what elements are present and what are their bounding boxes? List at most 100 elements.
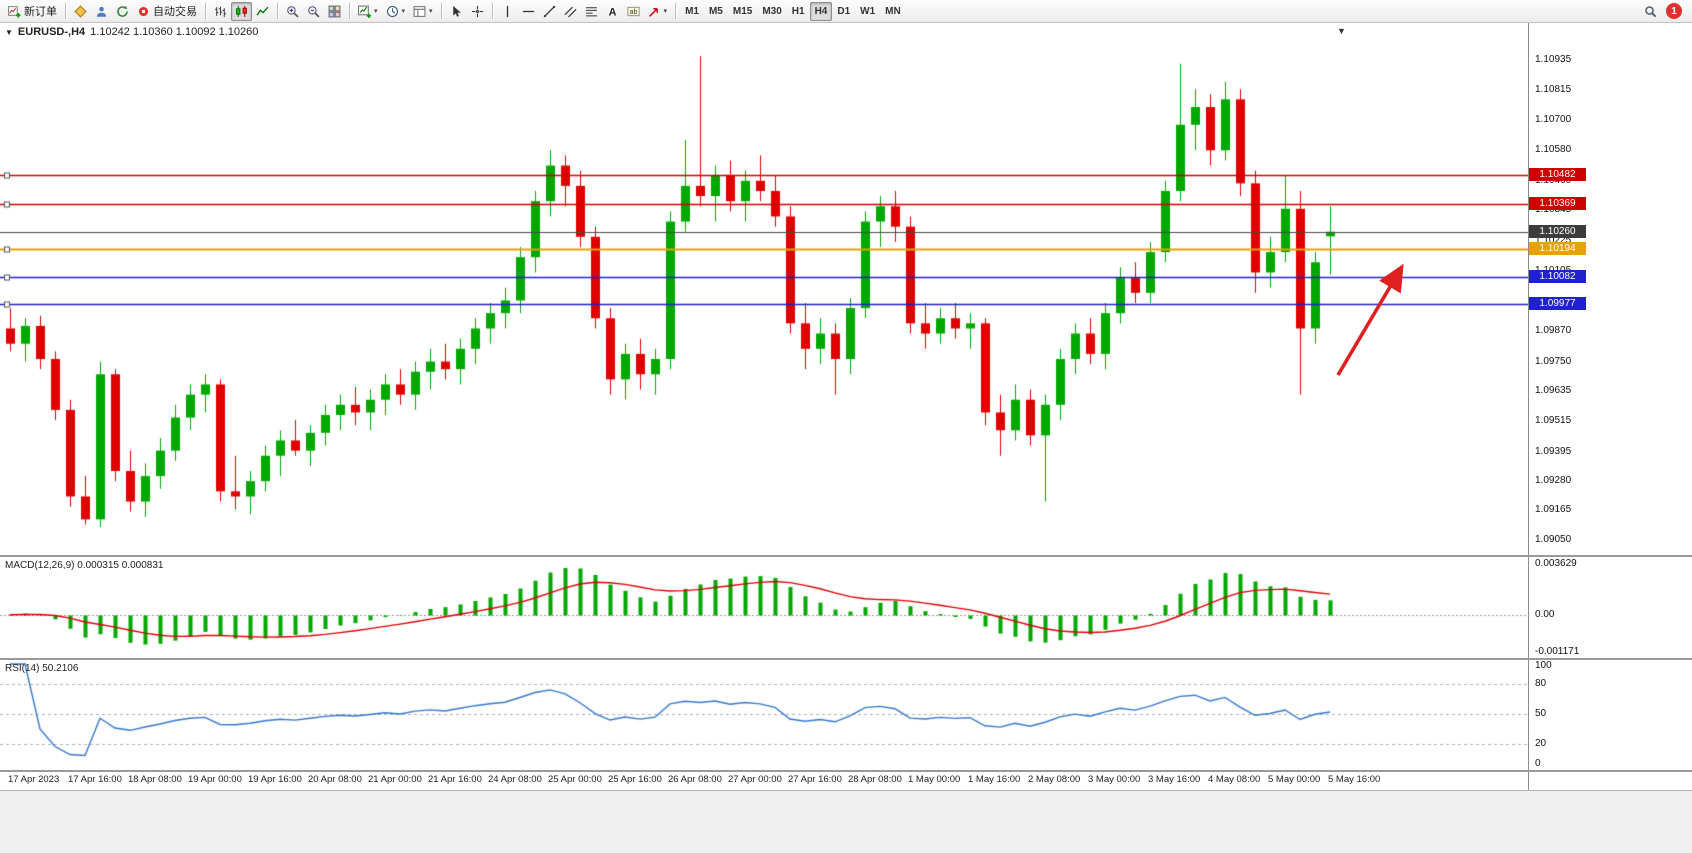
time-axis-label: 24 Apr 08:00: [488, 774, 542, 785]
time-axis-label: 1 May 00:00: [908, 774, 961, 785]
price-axis-label: 1.10225: [1535, 234, 1572, 246]
label-t-icon: ab: [626, 5, 640, 18]
macd-axis[interactable]: 0.003629 0.00 -0.001171: [1530, 557, 1690, 658]
time-axis-label: 3 May 00:00: [1088, 774, 1141, 785]
template-icon: [413, 5, 426, 18]
timeframe-m15[interactable]: M15: [732, 5, 753, 17]
crosshair-icon: [471, 5, 484, 18]
market-watch-button[interactable]: [70, 2, 91, 21]
zoom-in-button[interactable]: [282, 2, 303, 21]
time-axis-label: 19 Apr 16:00: [248, 774, 302, 785]
templates-button[interactable]: ▾: [409, 2, 437, 21]
toolbar-separator: [440, 3, 442, 19]
macd-label: MACD(12,26,9) 0.000315 0.000831: [5, 560, 164, 571]
price-axis-label: 1.09870: [1535, 325, 1572, 336]
rsi-axis-label: 80: [1535, 678, 1547, 689]
dot-red-icon: [137, 5, 150, 18]
line-chart-button[interactable]: [252, 2, 273, 21]
vertical-line-button[interactable]: [497, 2, 518, 21]
svg-text:ab: ab: [629, 8, 637, 15]
trendline-button[interactable]: [539, 2, 560, 21]
time-axis-separator: [0, 770, 1692, 772]
time-axis-label: 27 Apr 16:00: [788, 774, 842, 785]
chart-title: ▼ EURUSD-,H4 1.10242 1.10360 1.10092 1.1…: [5, 26, 258, 38]
refresh-button[interactable]: [112, 2, 133, 21]
macd-rsi-panel-separator[interactable]: [0, 658, 1692, 660]
price-axis-label: 1.10580: [1535, 144, 1572, 156]
time-axis-label: 26 Apr 08:00: [668, 774, 722, 785]
horizontal-line-button[interactable]: [518, 2, 539, 21]
equidistant-channel-button[interactable]: [560, 2, 581, 21]
fibo-icon: [585, 5, 598, 18]
macd-panel-canvas[interactable]: [0, 557, 1528, 658]
macd-axis-label: 0.00: [1535, 608, 1555, 620]
data-window-button[interactable]: [91, 2, 112, 21]
person-icon: [95, 5, 108, 18]
arrows-button[interactable]: ▾: [644, 2, 672, 21]
new-order-button[interactable]: 新订单: [4, 2, 61, 21]
price-axis-label: 1.09635: [1535, 384, 1572, 396]
cursor-icon: [450, 5, 463, 18]
new-chart-button[interactable]: ▾: [354, 2, 382, 21]
rsi-panel-canvas[interactable]: [0, 660, 1528, 770]
toolbar-separator: [349, 3, 350, 19]
toolbar-separator: [675, 3, 677, 19]
crosshair-button[interactable]: [467, 2, 488, 21]
candlestick-chart-button[interactable]: [231, 1, 252, 21]
price-badge: 1.10082: [1529, 270, 1586, 284]
clock-icon: [386, 5, 399, 18]
refresh-icon: [116, 5, 129, 18]
vline-icon: [501, 5, 514, 18]
timeframe-mn[interactable]: MN: [885, 5, 901, 17]
timeframe-h1[interactable]: H1: [791, 5, 805, 17]
cursor-button[interactable]: [446, 2, 467, 21]
rsi-axis-label: 50: [1535, 708, 1547, 719]
linechart-icon: [256, 5, 269, 18]
time-axis-label: 21 Apr 00:00: [368, 774, 422, 785]
zoom-out-button[interactable]: [303, 2, 324, 21]
text-label-button[interactable]: ab: [623, 2, 644, 21]
time-axis-label: 18 Apr 08:00: [128, 774, 182, 785]
bar-chart-button[interactable]: [210, 2, 231, 21]
time-axis-label: 1 May 16:00: [968, 774, 1021, 785]
price-macd-panel-separator[interactable]: [0, 555, 1692, 557]
timeframe-m5[interactable]: M5: [708, 5, 723, 17]
timeframe-m1[interactable]: M1: [685, 5, 699, 17]
caret-down-icon: ▾: [663, 7, 668, 15]
caret-down-icon: ▾: [401, 7, 406, 15]
rsi-axis[interactable]: 100 80 50 20 0: [1530, 660, 1690, 770]
time-axis-label: 25 Apr 16:00: [608, 774, 662, 785]
price-chart-canvas[interactable]: [0, 23, 1528, 555]
notification-badge[interactable]: 1: [1666, 3, 1682, 19]
trend-arrow-annotation[interactable]: [1322, 251, 1422, 383]
caret-down-icon: ▾: [374, 7, 378, 15]
timeframe-m30[interactable]: M30: [762, 5, 782, 17]
time-axis-label: 28 Apr 08:00: [848, 774, 902, 785]
caret-down-icon: ▾: [429, 7, 433, 15]
profiles-button[interactable]: ▾: [382, 2, 410, 21]
diamond-icon: [74, 4, 87, 18]
chart-plus-icon: [8, 5, 21, 18]
arrow-tool-icon: [648, 5, 661, 18]
new-chart-icon: [358, 5, 371, 18]
time-axis-label: 17 Apr 2023: [8, 774, 60, 785]
text-a-icon: A: [606, 5, 619, 18]
search-button[interactable]: [1640, 2, 1661, 21]
tile-windows-button[interactable]: [324, 2, 345, 21]
autotrading-button[interactable]: 自动交易: [133, 2, 201, 21]
timeframe-h4[interactable]: H4: [809, 1, 833, 21]
price-axis-label: 1.10815: [1535, 84, 1572, 96]
chart-collapse-icon[interactable]: ▼: [5, 27, 13, 37]
fibonacci-button[interactable]: [581, 2, 602, 21]
time-axis-label: 21 Apr 16:00: [428, 774, 482, 785]
timeframe-d1[interactable]: D1: [837, 5, 851, 17]
rsi-axis-label: 0: [1535, 758, 1541, 769]
chart-shift-marker[interactable]: ▼: [1337, 26, 1346, 36]
time-axis[interactable]: 17 Apr 2023 17 Apr 16:00 18 Apr 08:00 19 Ap…: [0, 770, 1528, 790]
text-button[interactable]: A: [602, 2, 623, 21]
toolbar-separator: [65, 3, 66, 19]
timeframe-w1[interactable]: W1: [860, 5, 876, 17]
time-axis-label: 19 Apr 00:00: [188, 774, 242, 785]
candles-icon: [235, 5, 248, 18]
